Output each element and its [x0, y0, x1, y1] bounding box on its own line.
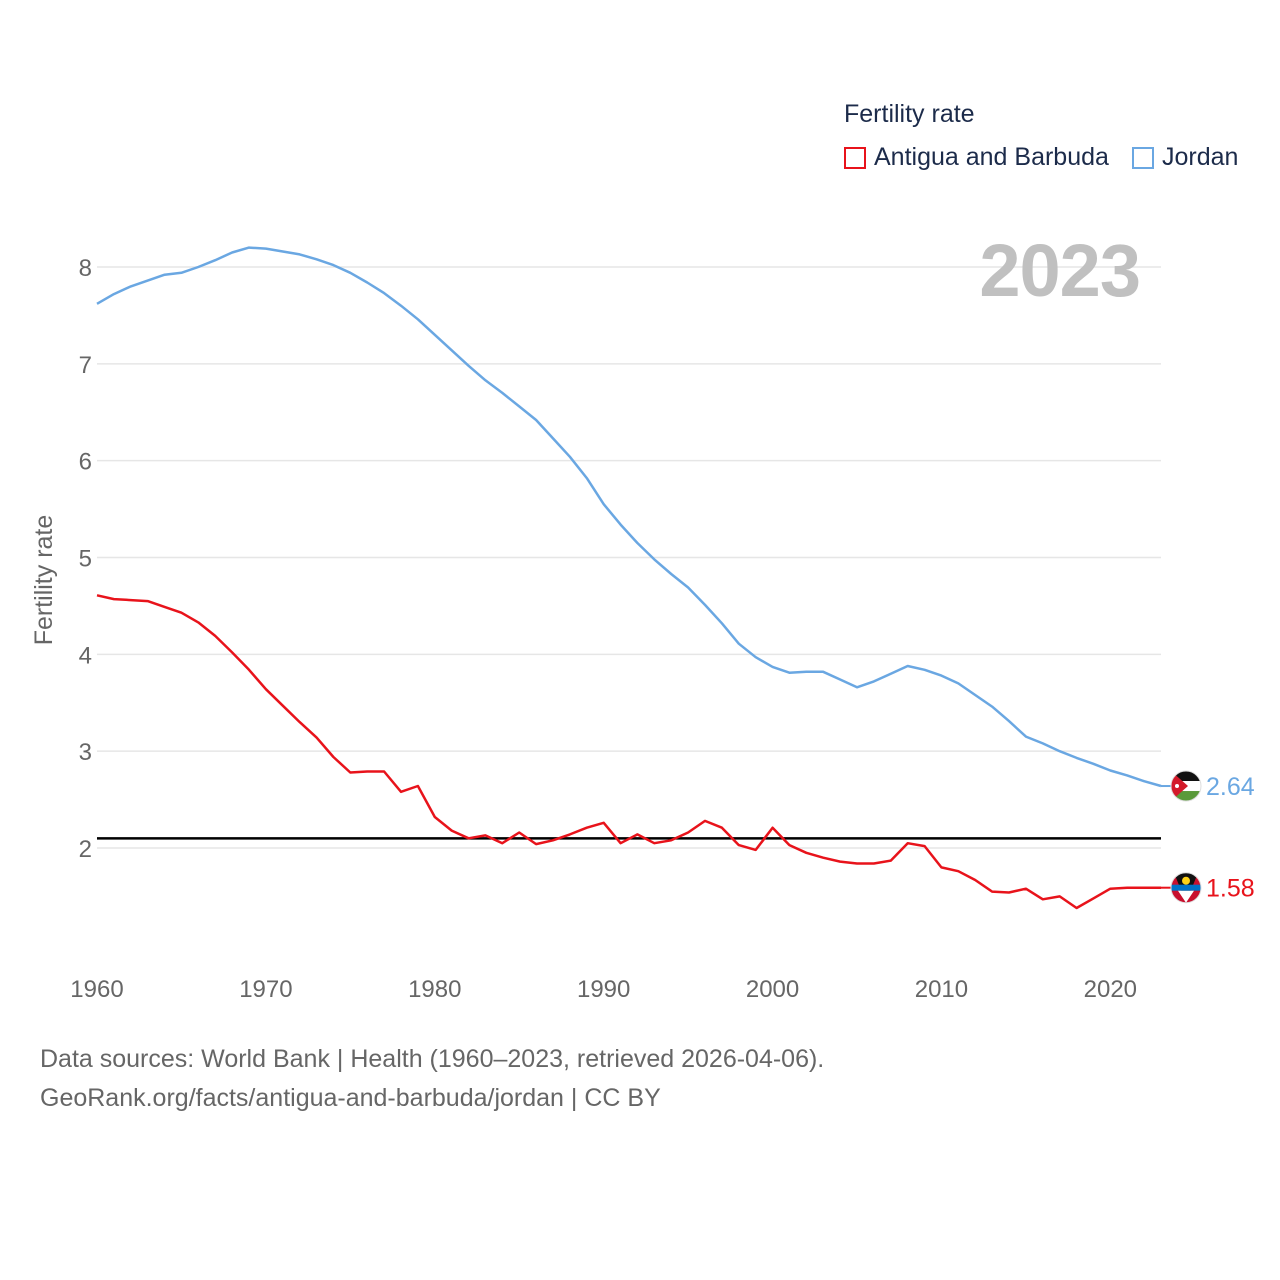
series-line-jordan[interactable] — [96, 246, 1162, 788]
antigua-and-barbuda-flag-icon — [1170, 872, 1202, 904]
y-axis-ticks: 2 3 4 5 6 7 8 — [79, 255, 92, 863]
series-lines — [96, 246, 1162, 910]
x-tick-label: 1960 — [70, 976, 123, 1003]
source-line-1: Data sources: World Bank | Health (1960–… — [40, 1045, 825, 1073]
y-tick-label: 2 — [79, 836, 92, 863]
legend-swatch-jordan — [1132, 146, 1154, 169]
year-label: 2023 — [979, 229, 1141, 312]
end-value-antigua: 1.58 — [1206, 875, 1255, 903]
legend-label-jordan: Jordan — [1162, 143, 1239, 171]
y-axis-label: Fertility rate — [30, 515, 58, 646]
y-tick-label: 7 — [79, 352, 92, 379]
gridlines — [97, 266, 1161, 849]
legend-swatch-antigua — [844, 146, 866, 169]
y-tick-label: 3 — [79, 739, 92, 766]
end-markers: 1.58 2.64 — [1161, 770, 1255, 904]
y-tick-label: 5 — [79, 546, 92, 573]
x-tick-label: 1990 — [577, 976, 630, 1003]
x-tick-label: 2000 — [746, 976, 799, 1003]
y-tick-label: 4 — [79, 642, 92, 669]
x-tick-label: 1980 — [408, 976, 461, 1003]
end-value-jordan: 2.64 — [1206, 773, 1255, 801]
legend-label-antigua: Antigua and Barbuda — [874, 143, 1109, 171]
legend-title: Fertility rate — [844, 100, 975, 128]
x-axis-ticks: 1960 1970 1980 1990 2000 2010 2020 — [70, 976, 1137, 1003]
legend-item-jordan[interactable]: Jordan — [1132, 143, 1238, 172]
y-tick-label: 8 — [79, 255, 92, 282]
series-line-antigua[interactable] — [96, 594, 1161, 910]
x-tick-label: 2020 — [1084, 976, 1137, 1003]
jordan-flag-icon — [1170, 770, 1202, 802]
x-tick-label: 2010 — [915, 976, 968, 1003]
legend-item-antigua[interactable]: Antigua and Barbuda — [844, 143, 1109, 172]
x-tick-label: 1970 — [239, 976, 292, 1003]
source-line-2[interactable]: GeoRank.org/facts/antigua-and-barbuda/jo… — [40, 1084, 661, 1112]
y-tick-label: 6 — [79, 449, 92, 476]
